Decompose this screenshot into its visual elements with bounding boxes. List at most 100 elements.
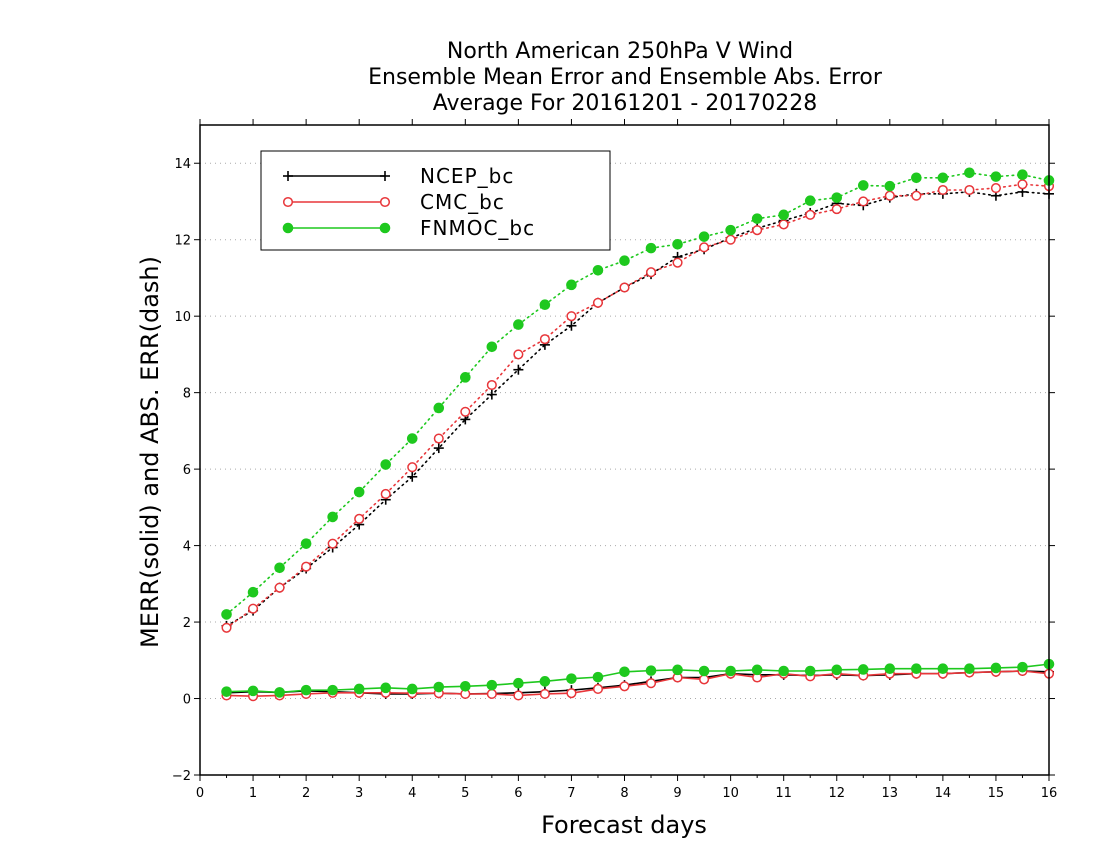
merr-point: [247, 685, 259, 697]
abs-err-point: [433, 402, 445, 414]
merr-point: [327, 684, 338, 696]
abs-err-point: [513, 319, 524, 330]
abs-err-point: [274, 582, 285, 593]
abs-err-point: [645, 242, 657, 254]
legend-entry: CMC_bc: [282, 190, 504, 214]
abs-err-point: [460, 372, 471, 383]
abs-err-point: [460, 406, 471, 417]
abs-err-point: [725, 224, 736, 236]
x-tick-label: 13: [882, 786, 899, 801]
x-tick-label: 3: [355, 786, 363, 801]
legend-marker: [282, 222, 294, 234]
merr-point: [911, 663, 922, 675]
abs-err-point: [407, 462, 418, 473]
abs-err-point: [804, 195, 816, 207]
x-tick-label: 10: [722, 786, 739, 801]
x-tick-label: 15: [988, 786, 1005, 801]
merr-line: [226, 663, 1050, 694]
abs-err-point: [857, 180, 869, 191]
merr-point: [566, 688, 577, 699]
series-layer: [221, 167, 1055, 702]
y-tick-label: 4: [183, 540, 191, 555]
merr-point: [804, 665, 816, 677]
abs-err-point: [301, 561, 312, 572]
legend-box: [260, 150, 611, 251]
abs-err-point: [964, 184, 975, 196]
merr-point: [539, 676, 551, 687]
abs-err-point: [566, 311, 577, 322]
y-tick-label: 12: [174, 234, 191, 249]
abs-err-point: [274, 562, 285, 574]
legend-entry: FNMOC_bc: [282, 216, 535, 240]
merr-point: [592, 671, 604, 683]
y-tick-label: 10: [174, 310, 191, 325]
chart-title-line-1: North American 250hPa V Wind: [447, 39, 793, 64]
merr-point: [1017, 661, 1028, 673]
legend-label: FNMOC_bc: [420, 216, 535, 240]
merr-point: [990, 662, 1002, 674]
y-tick-label: 0: [183, 693, 191, 708]
x-tick-label: 14: [935, 786, 952, 801]
abs-err-point: [805, 209, 816, 220]
merr-point: [300, 684, 312, 696]
abs-err-point: [380, 488, 391, 500]
abs-err-point: [433, 443, 444, 454]
merr-point: [486, 688, 497, 699]
abs-err-point: [937, 184, 948, 196]
x-tick-label: 6: [514, 786, 522, 801]
merr-point: [831, 664, 843, 676]
merr-point: [725, 665, 736, 677]
merr-point: [460, 680, 471, 692]
abs-err-point: [778, 219, 789, 230]
y-axis-ticks: −2 0 2 4 6 8 10 12 14: [172, 157, 1055, 784]
legend-marker: [283, 171, 293, 181]
abs-err-point: [645, 267, 657, 278]
y-tick-label: 14: [174, 157, 191, 172]
y-tick-label: 2: [183, 616, 191, 631]
abs-err-point: [990, 171, 1002, 182]
merr-point: [380, 682, 392, 694]
abs-err-point: [539, 299, 551, 311]
abs-err-point: [327, 511, 338, 523]
abs-err-point: [248, 603, 259, 614]
merr-point: [884, 663, 896, 675]
legend-marker: [380, 171, 390, 181]
y-tick-label: 8: [183, 387, 191, 402]
abs-err-point: [539, 334, 550, 345]
abs-err-point: [937, 172, 949, 184]
abs-err-point: [327, 538, 338, 549]
x-tick-label: 2: [302, 786, 310, 801]
merr-point: [645, 678, 657, 689]
abs-err-point: [433, 433, 444, 444]
abs-err-point: [592, 264, 604, 276]
abs-err-line: [225, 191, 1050, 627]
merr-point: [857, 664, 869, 675]
abs-err-point: [911, 172, 922, 184]
x-tick-label: 16: [1041, 786, 1058, 801]
abs-err-point: [1017, 179, 1028, 190]
merr-point: [486, 679, 498, 691]
abs-err-point: [513, 364, 524, 375]
y-axis-label: MERR(solid) and ABS. ERR(dash): [136, 256, 164, 648]
merr-point: [751, 664, 763, 676]
abs-err-point: [486, 341, 498, 353]
merr-point: [274, 687, 285, 698]
abs-err-point: [619, 255, 630, 267]
merr-point: [937, 663, 949, 675]
x-tick-label: 8: [620, 786, 628, 801]
x-axis-ticks: 0 1 2 3 4 5 6 7 8 9 10 11 12 13 14 15 16: [196, 119, 1057, 801]
abs-err-point: [884, 190, 895, 201]
x-tick-label: 7: [567, 786, 575, 801]
merr-point: [699, 674, 710, 685]
merr-point: [566, 673, 577, 684]
abs-err-point: [751, 213, 763, 224]
abs-err-line: [225, 183, 1050, 629]
abs-err-point: [566, 279, 577, 291]
abs-err-point: [486, 379, 497, 391]
series-FNMOC_bc: [221, 167, 1055, 698]
abs-err-point: [698, 231, 710, 242]
abs-err-point: [990, 183, 1001, 194]
legend-marker: [282, 196, 294, 208]
